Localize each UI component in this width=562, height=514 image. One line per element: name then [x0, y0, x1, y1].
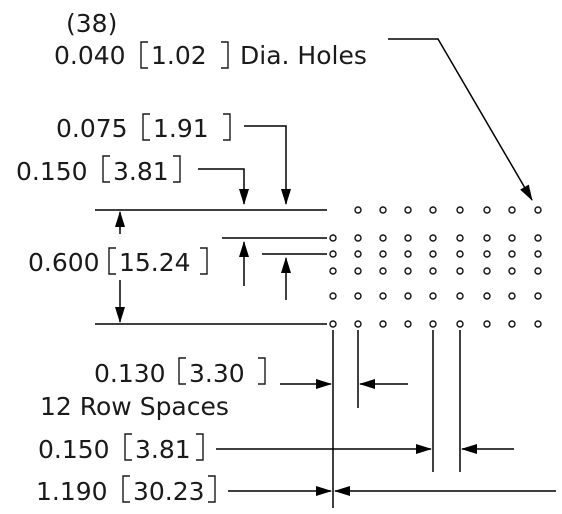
hole	[354, 206, 362, 214]
hole	[404, 250, 412, 258]
hole	[404, 267, 412, 275]
pitch-150-inch: 0.150	[16, 157, 88, 186]
hole	[483, 320, 491, 328]
hole-dia-suffix: Dia. Holes	[240, 41, 367, 70]
hole	[456, 292, 464, 300]
hole	[456, 267, 464, 275]
hole	[456, 250, 464, 258]
hole	[354, 250, 362, 258]
hole	[508, 292, 516, 300]
bracket-open	[102, 155, 110, 183]
hole	[534, 292, 542, 300]
bracket-open	[142, 113, 150, 141]
row-space-inch: 0.130	[94, 359, 166, 388]
bracket-open	[124, 433, 132, 461]
bracket-open	[108, 247, 116, 275]
bracket-open	[122, 475, 130, 503]
hole	[429, 234, 437, 242]
bracket-close	[173, 155, 181, 183]
hole	[429, 206, 437, 214]
bracket-close	[208, 475, 216, 503]
hole	[404, 234, 412, 242]
hole	[354, 292, 362, 300]
hole	[329, 267, 337, 275]
row-space-mm: 3.30	[189, 359, 245, 388]
hole-dia-mm: 1.02	[151, 41, 207, 70]
hole	[534, 234, 542, 242]
overall-mm: 30.23	[133, 477, 205, 506]
hole	[329, 250, 337, 258]
hole	[534, 250, 542, 258]
height-mm: 15.24	[119, 248, 191, 277]
hole	[508, 250, 516, 258]
hole	[379, 320, 387, 328]
hole	[354, 234, 362, 242]
height-inch: 0.600	[28, 248, 100, 277]
hole	[456, 234, 464, 242]
bracket-open	[178, 357, 186, 385]
hole	[508, 234, 516, 242]
hole	[429, 320, 437, 328]
bracket-close	[196, 433, 204, 461]
hole	[354, 267, 362, 275]
hole	[508, 206, 516, 214]
pitch-150-leader	[198, 168, 249, 205]
pitch-075-leader	[244, 125, 291, 205]
hole	[534, 206, 542, 214]
hole	[483, 234, 491, 242]
hole	[379, 206, 387, 214]
row-space-note: 12 Row Spaces	[40, 392, 229, 421]
hole	[429, 292, 437, 300]
bracket-open	[140, 41, 148, 69]
hole	[329, 234, 337, 242]
hole	[329, 320, 337, 328]
hole	[508, 320, 516, 328]
hole	[483, 267, 491, 275]
hole	[508, 267, 516, 275]
hole	[456, 206, 464, 214]
hole-count-label: (38)	[66, 9, 117, 38]
pitch-075-inch: 0.075	[56, 114, 128, 143]
hole	[404, 206, 412, 214]
col-space-inch: 0.150	[38, 435, 110, 464]
hole-dia-inch: 0.040	[54, 41, 126, 70]
hole	[429, 267, 437, 275]
hole	[534, 267, 542, 275]
bracket-close	[223, 113, 231, 141]
hole	[456, 320, 464, 328]
hole	[483, 292, 491, 300]
hole	[483, 206, 491, 214]
hole	[404, 292, 412, 300]
bracket-close	[221, 41, 229, 69]
hole	[534, 320, 542, 328]
hole	[429, 250, 437, 258]
hole	[379, 292, 387, 300]
overall-inch: 1.190	[36, 477, 108, 506]
hole	[379, 267, 387, 275]
hole	[379, 234, 387, 242]
hole-grid	[329, 206, 542, 328]
pitch-075-mm: 1.91	[153, 114, 209, 143]
hole	[329, 292, 337, 300]
hole	[404, 320, 412, 328]
hole	[379, 250, 387, 258]
pitch-150-mm: 3.81	[113, 157, 169, 186]
hole	[483, 250, 491, 258]
hole-leader	[388, 38, 533, 201]
col-space-mm: 3.81	[135, 435, 191, 464]
hole	[354, 320, 362, 328]
bracket-close	[200, 247, 208, 275]
bracket-close	[258, 357, 266, 385]
